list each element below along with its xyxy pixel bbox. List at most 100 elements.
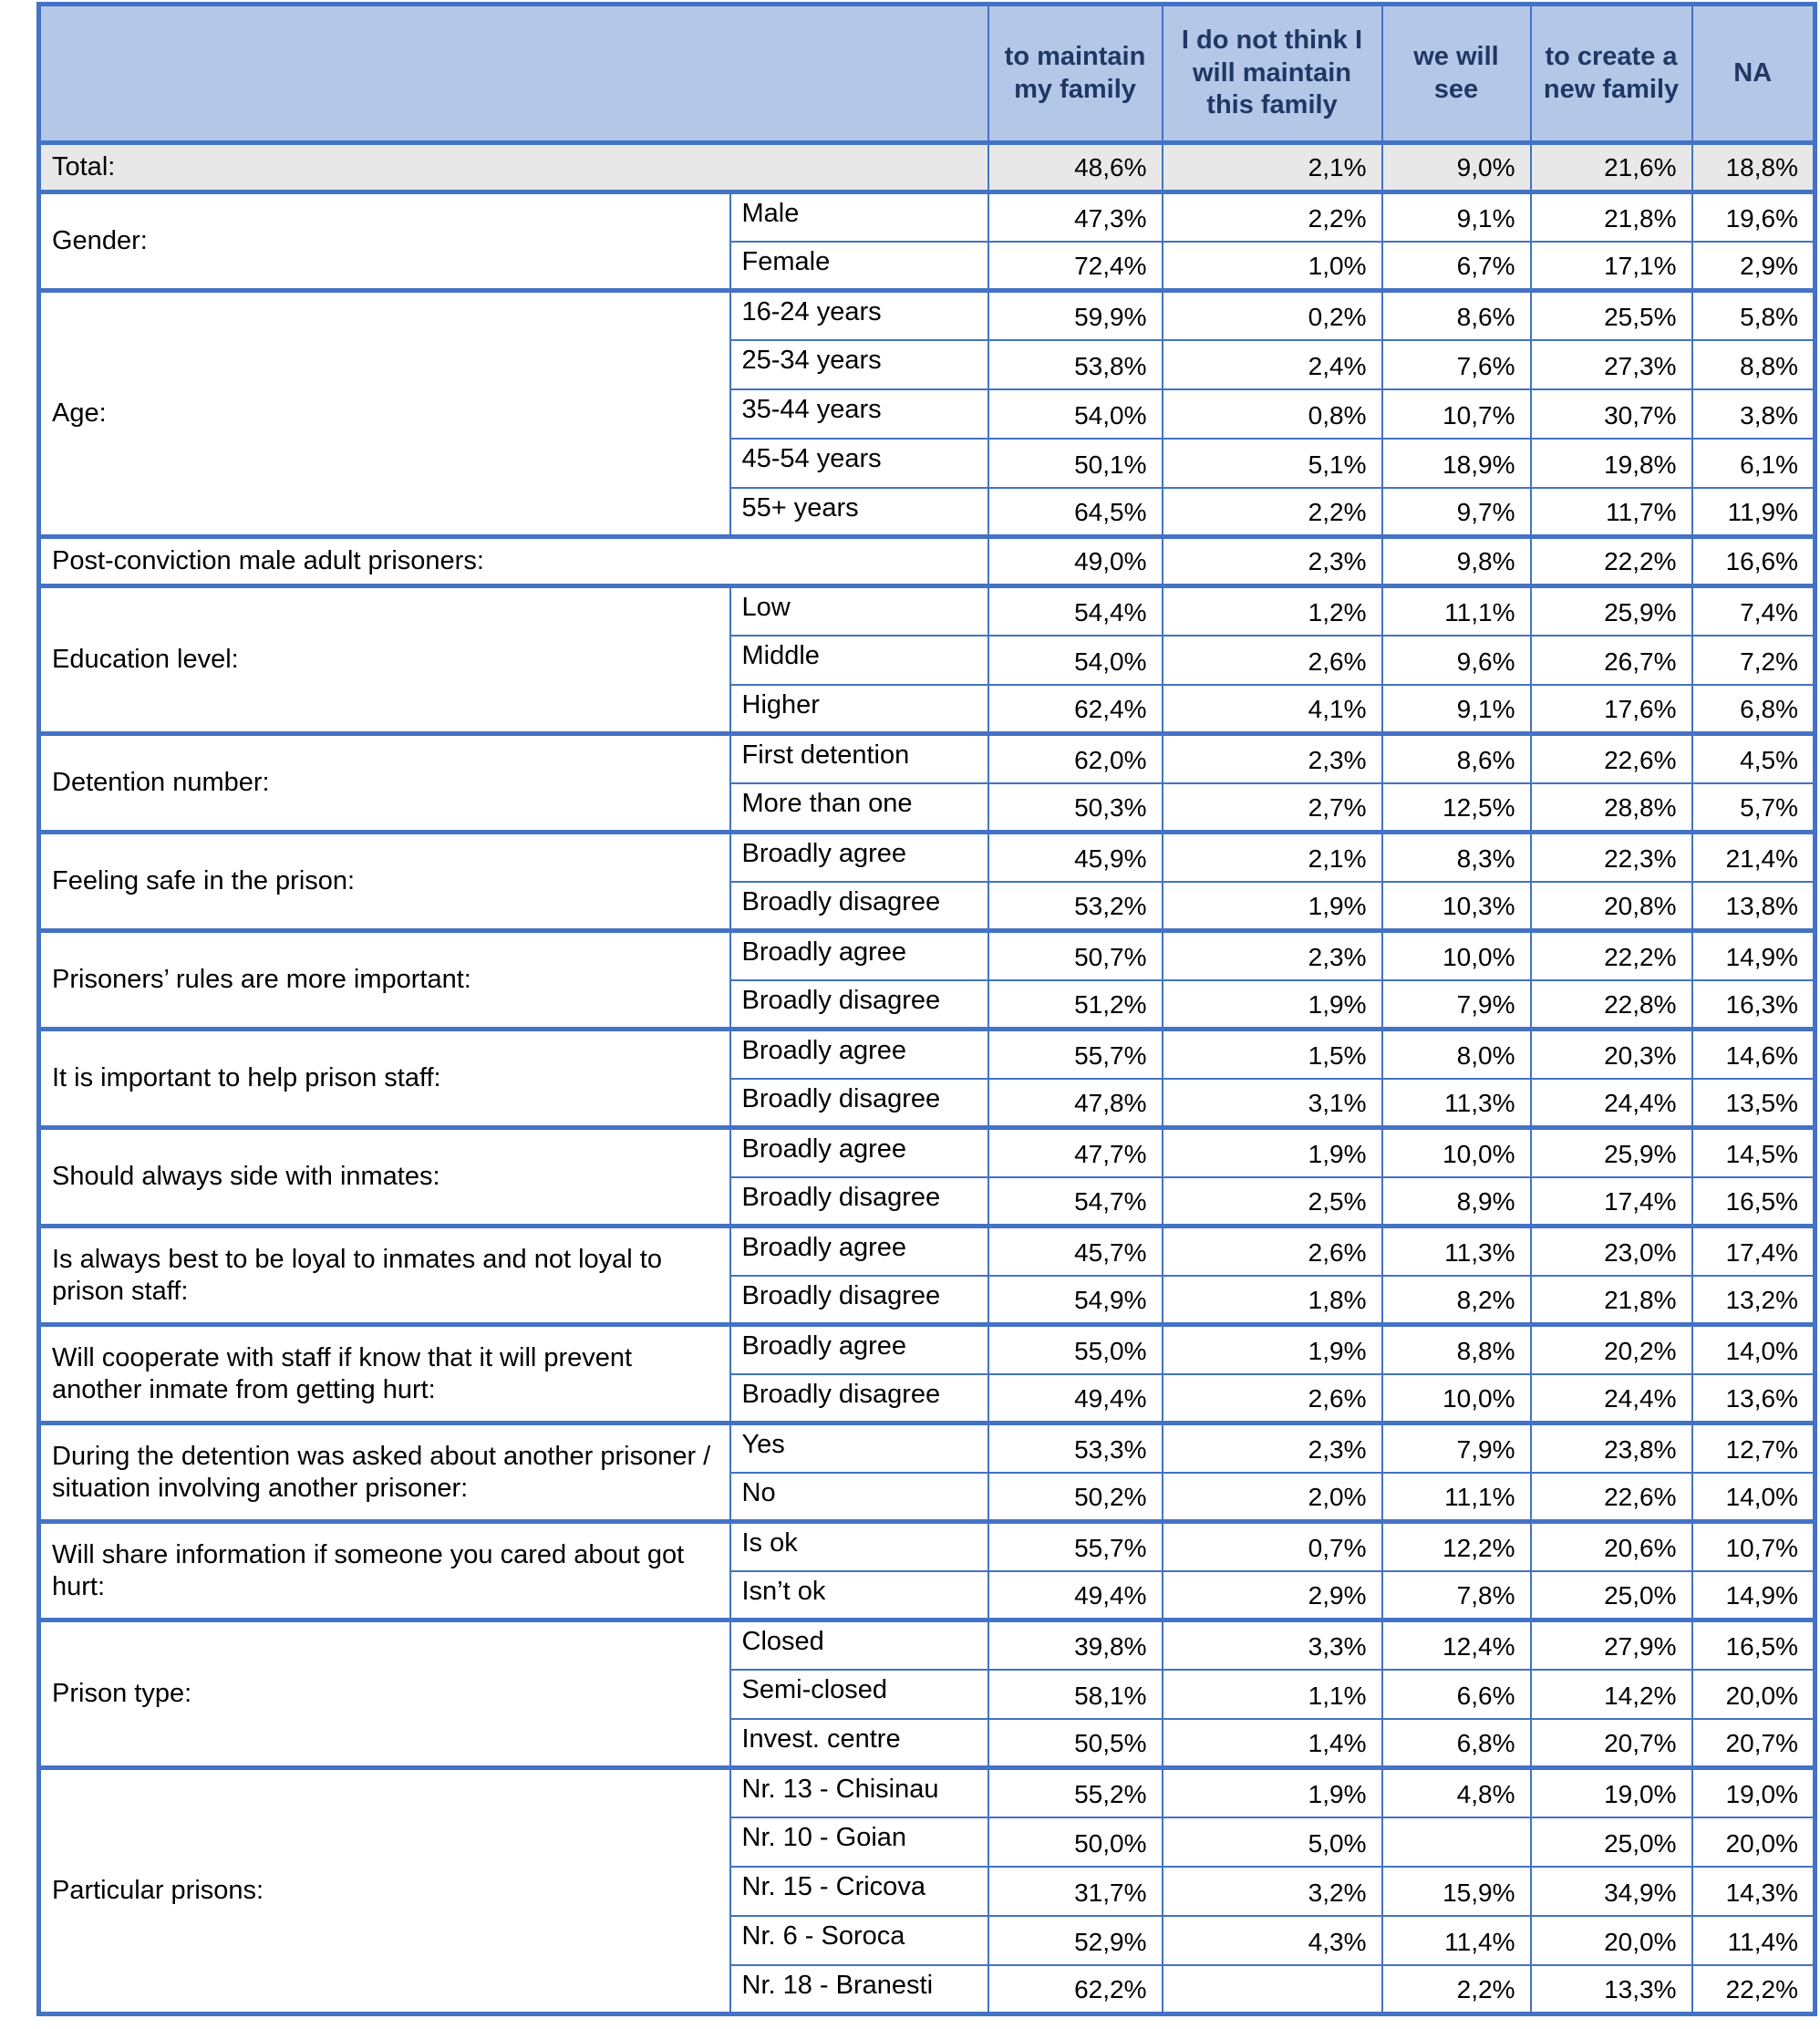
value-cell: 54,0% xyxy=(987,388,1163,440)
value-cell: 59,9% xyxy=(987,288,1163,341)
table-row: Total: 48,6% 2,1% 9,0% 21,6% 18,8% xyxy=(37,140,1816,193)
table-row: Education level: Low 54,4% 1,2% 11,1% 25,9% 7,… xyxy=(37,584,1816,735)
value-cell: 7,6% xyxy=(1381,338,1532,390)
value-cell: 50,0% xyxy=(987,1816,1163,1868)
table-row: No 50,2% 2,0% 11,1% 22,6% 14,0% xyxy=(39,1471,1816,1523)
value-cell: 25,9% xyxy=(1529,1125,1693,1178)
table-row: Broadly disagree 53,2% 1,9% 10,3% 20,8% 13,8% xyxy=(39,880,1816,932)
subcategory-label: Nr. 10 - Goian xyxy=(729,1816,989,1868)
value-cell: 62,0% xyxy=(987,731,1163,784)
category-label: Feeling safe in the prison: xyxy=(37,830,731,932)
value-cell: 45,7% xyxy=(987,1224,1163,1277)
value-cell: 24,4% xyxy=(1529,1372,1693,1424)
table-row: Gender: Male 47,3% 2,2% 9,1% 21,8% 19,6% xyxy=(37,190,1816,292)
category-label: Will share information if someone you ca… xyxy=(37,1519,731,1621)
value-cell: 1,9% xyxy=(1161,1322,1383,1375)
value-cell: 0,7% xyxy=(1161,1519,1383,1572)
subcategory-label: Male xyxy=(729,190,989,243)
value-cell: 11,7% xyxy=(1529,486,1693,538)
value-cell: 13,8% xyxy=(1691,880,1816,932)
value-cell: 2,2% xyxy=(1161,486,1383,538)
value-cell: 22,6% xyxy=(1529,731,1693,784)
subcategory-label: Is ok xyxy=(729,1519,989,1572)
column-header-we-will-see: we will see xyxy=(1381,3,1532,145)
subcategory-label: 35-44 years xyxy=(729,388,989,440)
table-row: Age: 16-24 years 59,9% 0,2% 8,6% 25,5% 5,8% xyxy=(37,288,1816,538)
value-cell: 55,0% xyxy=(987,1322,1163,1375)
value-cell: 6,8% xyxy=(1381,1717,1532,1769)
table-row: Female 72,4% 1,0% 6,7% 17,1% 2,9% xyxy=(39,240,1816,292)
table-row: Nr. 6 - Soroca 52,9% 4,3% 11,4% 20,0% 11,4% xyxy=(39,1914,1816,1966)
table-row: Broadly disagree 54,9% 1,8% 8,2% 21,8% 13,2% xyxy=(39,1274,1816,1326)
value-cell: 53,2% xyxy=(987,880,1163,932)
value-cell: 6,6% xyxy=(1381,1668,1532,1720)
subcategory-label: Yes xyxy=(729,1421,989,1474)
column-header-not-maintain-this-family: I do not think I will maintain this fami… xyxy=(1161,3,1383,145)
value-cell: 12,2% xyxy=(1381,1519,1532,1572)
value-cell: 6,1% xyxy=(1691,437,1816,489)
value-cell: 20,8% xyxy=(1529,880,1693,932)
value-cell: 20,7% xyxy=(1691,1717,1816,1769)
subcategory-label: Broadly agree xyxy=(729,830,989,883)
table-row: Should always side with inmates: Broadly … xyxy=(37,1125,1816,1227)
value-cell: 2,3% xyxy=(1161,1421,1383,1474)
value-cell: 10,0% xyxy=(1381,928,1532,981)
value-cell: 0,8% xyxy=(1161,388,1383,440)
header-row: to maintain my family I do not think I w… xyxy=(37,3,1816,145)
value-cell: 15,9% xyxy=(1381,1865,1532,1917)
value-cell: 1,5% xyxy=(1161,1027,1383,1080)
value-cell: 20,0% xyxy=(1691,1816,1816,1868)
value-cell: 55,2% xyxy=(987,1765,1163,1818)
value-cell: 22,2% xyxy=(1529,534,1693,587)
value-cell: 2,6% xyxy=(1161,1372,1383,1424)
subcategory-label: Broadly disagree xyxy=(729,978,989,1030)
value-cell: 13,6% xyxy=(1691,1372,1816,1424)
value-cell: 25,0% xyxy=(1529,1816,1693,1868)
value-cell: 14,3% xyxy=(1691,1865,1816,1917)
value-cell: 16,5% xyxy=(1691,1618,1816,1671)
subcategory-label: Broadly disagree xyxy=(729,1274,989,1326)
table-row: 35-44 years 54,0% 0,8% 10,7% 30,7% 3,8% xyxy=(39,388,1816,440)
table-body: Total: 48,6% 2,1% 9,0% 21,6% 18,8% Gender: Male… xyxy=(37,140,1816,2015)
category-label: Post-conviction male adult prisoners: xyxy=(37,534,989,587)
table-row: Prison type: Closed 39,8% 3,3% 12,4% 27,9% 16,… xyxy=(37,1618,1816,1769)
value-cell: 6,7% xyxy=(1381,240,1532,292)
value-cell: 5,8% xyxy=(1691,288,1816,341)
table-row: Nr. 15 - Cricova 31,7% 3,2% 15,9% 34,9% 14,3% xyxy=(39,1865,1816,1917)
category-label: Total: xyxy=(37,140,989,193)
value-cell: 6,8% xyxy=(1691,683,1816,735)
value-cell: 20,0% xyxy=(1529,1914,1693,1966)
value-cell: 25,5% xyxy=(1529,288,1693,341)
value-cell: 47,3% xyxy=(987,190,1163,243)
table-row: Higher 62,4% 4,1% 9,1% 17,6% 6,8% xyxy=(39,683,1816,735)
value-cell: 21,4% xyxy=(1691,830,1816,883)
value-cell: 13,3% xyxy=(1529,1963,1693,2015)
subcategory-label: Semi-closed xyxy=(729,1668,989,1720)
subcategory-label: First detention xyxy=(729,731,989,784)
value-cell: 1,1% xyxy=(1161,1668,1383,1720)
value-cell: 11,4% xyxy=(1381,1914,1532,1966)
value-cell: 51,2% xyxy=(987,978,1163,1030)
table-row: Post-conviction male adult prisoners: 49,… xyxy=(37,534,1816,587)
category-label: Will cooperate with staff if know that i… xyxy=(37,1322,731,1424)
table-row: More than one 50,3% 2,7% 12,5% 28,8% 5,7% xyxy=(39,782,1816,833)
value-cell: 62,4% xyxy=(987,683,1163,735)
value-cell: 1,2% xyxy=(1161,584,1383,637)
value-cell: 27,9% xyxy=(1529,1618,1693,1671)
value-cell: 2,1% xyxy=(1161,830,1383,883)
value-cell: 31,7% xyxy=(987,1865,1163,1917)
table-row: Will share information if someone you ca… xyxy=(37,1519,1816,1621)
table-row: Prisoners’ rules are more important: Broa… xyxy=(37,928,1816,1030)
value-cell: 45,9% xyxy=(987,830,1163,883)
subcategory-label: Broadly agree xyxy=(729,928,989,981)
value-cell: 4,5% xyxy=(1691,731,1816,784)
category-label: Is always best to be loyal to inmates an… xyxy=(37,1224,731,1326)
value-cell: 22,3% xyxy=(1529,830,1693,883)
table-row: 25-34 years 53,8% 2,4% 7,6% 27,3% 8,8% xyxy=(39,338,1816,390)
value-cell: 11,9% xyxy=(1691,486,1816,538)
category-label: It is important to help prison staff: xyxy=(37,1027,731,1129)
value-cell: 24,4% xyxy=(1529,1077,1693,1129)
column-header-maintain-my-family: to maintain my family xyxy=(987,3,1163,145)
value-cell: 18,9% xyxy=(1381,437,1532,489)
